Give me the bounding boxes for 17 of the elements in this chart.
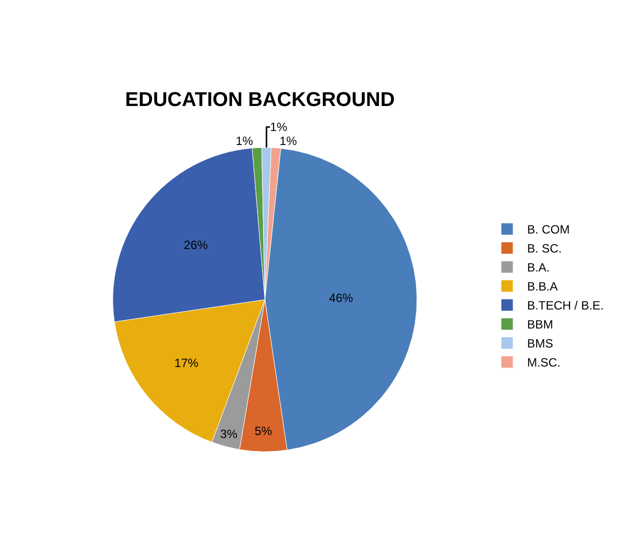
legend-label: B. COM	[527, 222, 570, 237]
data-label: 46%	[329, 291, 354, 306]
chart-title: EDUCATION BACKGROUND	[125, 88, 395, 111]
legend-label: M.SC.	[527, 356, 560, 370]
data-label: 1%	[280, 134, 298, 148]
data-label: 1%	[236, 134, 254, 148]
data-label: 1%	[270, 120, 288, 134]
legend-label: B. SC.	[527, 242, 562, 256]
legend-label: B.B.A	[527, 280, 558, 294]
data-label: 17%	[174, 356, 199, 370]
legend-label: B.TECH / B.E.	[527, 298, 604, 313]
data-label: 3%	[220, 426, 238, 441]
legend-label: B.A.	[527, 260, 550, 275]
data-label: 5%	[254, 424, 272, 438]
legend-label: BMS	[527, 336, 554, 351]
data-label: 26%	[184, 238, 208, 252]
legend-label: BBM	[527, 318, 554, 332]
